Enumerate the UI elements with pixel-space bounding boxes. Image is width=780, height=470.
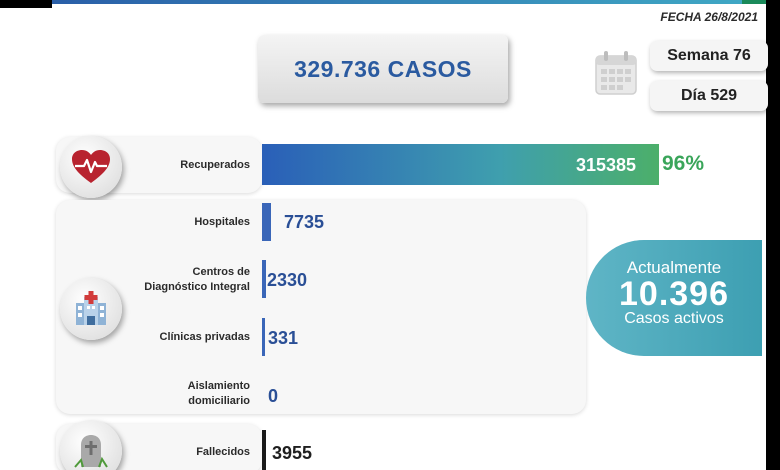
deceased-value: 3955 (272, 443, 313, 463)
calendar-icon (595, 51, 637, 95)
clinics-bar (262, 318, 265, 356)
active-cases-badge: Actualmente 10.396 Casos activos (586, 240, 762, 356)
heart-pulse-icon (60, 136, 122, 198)
total-cases-box: 329.736 CASOS (258, 35, 508, 103)
top-band-end (742, 0, 766, 4)
clinics-label: Clínicas privadas (159, 331, 251, 343)
cdi-value: 2330 (267, 270, 308, 290)
active-cases-line1: Actualmente (626, 258, 722, 277)
home-isolation-value: 0 (268, 386, 279, 406)
day-badge: Día 529 (650, 81, 768, 111)
home-isolation-label: Aislamiento domiciliario (140, 379, 250, 409)
date-label: FECHA 26/8/2021 (660, 10, 758, 24)
top-band (52, 0, 742, 4)
active-cases-number: 10.396 (619, 275, 729, 313)
cdi-label: Centros de Diagnóstico Integral (110, 265, 250, 295)
home-isolation-label-line1: Aislamiento (187, 380, 250, 392)
recovered-bar (262, 144, 659, 185)
cdi-bar (262, 260, 266, 298)
deceased-bar (262, 430, 266, 470)
tombstone-icon (60, 420, 122, 470)
hospitals-label: Hospitales (194, 216, 250, 228)
week-badge: Semana 76 (650, 41, 768, 71)
hospital-icon (60, 278, 122, 340)
recovered-value: 315385 (576, 155, 637, 175)
deceased-label: Fallecidos (196, 446, 250, 458)
recovered-label: Recuperados (180, 159, 250, 171)
frame-edge-left (0, 0, 52, 8)
cdi-label-line1: Centros de (192, 266, 250, 278)
cdi-label-line2: Diagnóstico Integral (144, 281, 250, 293)
home-isolation-label-line2: domiciliario (188, 395, 250, 407)
frame-edge-right (766, 0, 780, 470)
hospitalization-panel (56, 200, 586, 414)
recovered-percent: 96% (662, 152, 705, 175)
clinics-value: 331 (268, 328, 299, 348)
hospitals-bar (262, 203, 271, 241)
total-cases-value: 329.736 CASOS (294, 55, 472, 82)
active-cases-line3: Casos activos (624, 310, 724, 327)
hospitals-value: 7735 (284, 212, 325, 232)
